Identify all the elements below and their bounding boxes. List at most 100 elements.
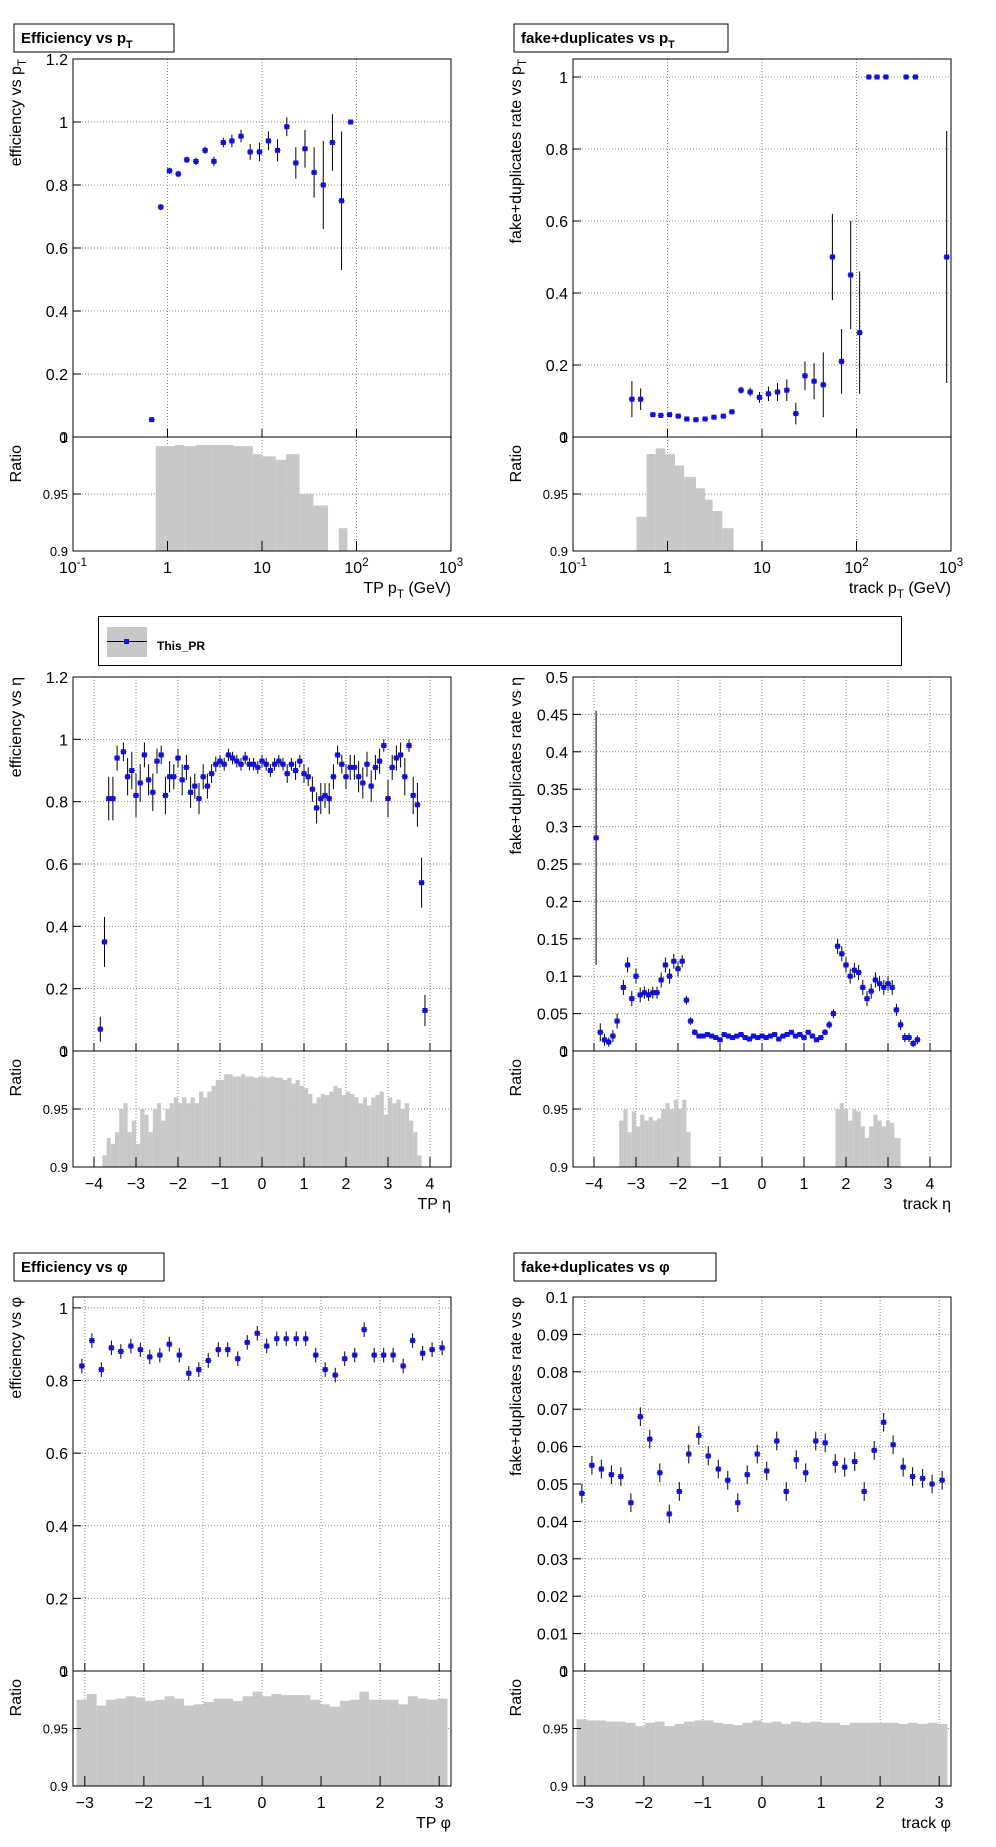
data-point xyxy=(857,330,863,336)
panel-title: fake+duplicates vs pT xyxy=(521,30,675,51)
data-point xyxy=(912,74,918,80)
panel-fake-eta: 0 0.05 0.1 0.15 0.2 0.25 0.3 0.35 0.4 0.45 0.5 0.9 0… xyxy=(508,670,952,1213)
data-point xyxy=(118,1348,124,1354)
panel-title-box xyxy=(13,23,175,53)
ratio-bin xyxy=(606,1721,617,1786)
ratio-bin xyxy=(106,1138,111,1167)
data-point xyxy=(628,1500,634,1506)
data-point xyxy=(125,774,131,780)
data-point xyxy=(730,1035,736,1041)
data-point xyxy=(322,1367,328,1373)
data-point xyxy=(234,758,240,764)
data-point xyxy=(276,758,282,764)
ratio-y-tick-label: 0.95 xyxy=(543,487,568,502)
ratio-y-tick-label: 0.9 xyxy=(550,544,568,559)
data-point xyxy=(246,761,252,767)
data-point xyxy=(221,761,227,767)
data-point xyxy=(280,761,286,767)
ratio-bin xyxy=(888,1722,899,1786)
legend-swatch-marker xyxy=(124,639,129,644)
ratio-bin xyxy=(646,454,656,551)
data-point xyxy=(265,138,271,144)
ratio-bin xyxy=(790,1721,801,1786)
ratio-bin xyxy=(339,1700,350,1786)
data-point xyxy=(864,996,870,1002)
y-tick-label: 0.6 xyxy=(46,857,68,874)
ratio-bin xyxy=(174,1698,185,1786)
ratio-bin xyxy=(341,1095,346,1167)
x-tick-label: 0 xyxy=(258,1795,267,1812)
y-tick-label: 0 xyxy=(59,1044,68,1061)
data-point xyxy=(420,1350,426,1356)
x-tick-label: 0 xyxy=(758,1176,767,1193)
ratio-bin xyxy=(291,1083,296,1167)
data-point xyxy=(297,758,303,764)
y-tick-label: 1 xyxy=(59,1301,68,1318)
data-point xyxy=(847,973,853,979)
ratio-bin xyxy=(281,1695,291,1786)
y-tick-label: 1.2 xyxy=(46,52,68,69)
y-tick-label: 0.04 xyxy=(537,1514,568,1531)
data-point xyxy=(676,1488,682,1494)
data-point xyxy=(893,1007,899,1013)
data-point xyxy=(597,1029,603,1035)
ratio-bin xyxy=(409,1120,414,1167)
ratio-bin xyxy=(286,454,300,551)
y-tick-label: 0.06 xyxy=(537,1440,568,1457)
ratio-bin xyxy=(127,1132,132,1167)
data-point xyxy=(720,413,726,419)
data-point xyxy=(247,149,253,155)
data-point xyxy=(301,771,307,777)
ratio-bin xyxy=(627,1132,632,1167)
data-point xyxy=(608,1472,614,1478)
ratio-bin xyxy=(295,1080,300,1167)
data-point xyxy=(192,783,198,789)
panel-fake-phi: fake+duplicates vs φ 0 0.01 0.02 0.03 0.04 0.0… xyxy=(508,1252,952,1832)
ratio-bin xyxy=(873,1114,878,1167)
data-point xyxy=(372,764,378,770)
data-point xyxy=(671,958,677,964)
data-point xyxy=(675,966,681,972)
ratio-bin xyxy=(337,1088,342,1167)
data-point xyxy=(410,1338,416,1344)
ratio-bin xyxy=(287,1077,292,1167)
ratio-bin xyxy=(349,1699,360,1786)
ratio-bin xyxy=(927,1722,938,1786)
x-tick-label: 2 xyxy=(842,1176,851,1193)
ratio-bin xyxy=(664,1726,675,1786)
data-point xyxy=(225,752,231,758)
x-axis-label: track φ xyxy=(902,1815,952,1832)
data-point xyxy=(715,1466,721,1472)
ratio-bin xyxy=(869,1126,874,1167)
ratio-bin xyxy=(354,1097,359,1167)
ratio-bin xyxy=(684,1721,695,1786)
data-point xyxy=(929,1481,935,1487)
data-point xyxy=(914,1037,920,1043)
data-point xyxy=(868,988,874,994)
data-point xyxy=(406,743,412,749)
ratio-bin xyxy=(195,444,213,551)
data-point xyxy=(693,417,699,423)
data-point xyxy=(202,147,208,153)
data-point xyxy=(686,1451,692,1457)
ratio-bin xyxy=(207,1091,212,1167)
data-point xyxy=(184,157,190,163)
data-point xyxy=(675,413,681,419)
y-tick-label: 0.4 xyxy=(546,745,568,762)
data-point xyxy=(633,973,639,979)
x-tick-label: 102 xyxy=(344,557,368,577)
ratio-bin xyxy=(881,1126,886,1167)
data-point xyxy=(903,74,909,80)
y-tick-label: 0.6 xyxy=(546,214,568,231)
data-point xyxy=(818,1035,824,1041)
data-point xyxy=(186,1370,192,1376)
ratio-bin xyxy=(338,528,348,551)
ratio-bin xyxy=(233,1700,243,1786)
ratio-bin xyxy=(686,1132,691,1167)
data-point xyxy=(318,796,324,802)
ratio-bin xyxy=(673,1099,678,1167)
ratio-bin xyxy=(190,1097,195,1167)
data-point xyxy=(713,1035,719,1041)
y-tick-label: 0.2 xyxy=(46,367,68,384)
data-point xyxy=(650,412,656,418)
